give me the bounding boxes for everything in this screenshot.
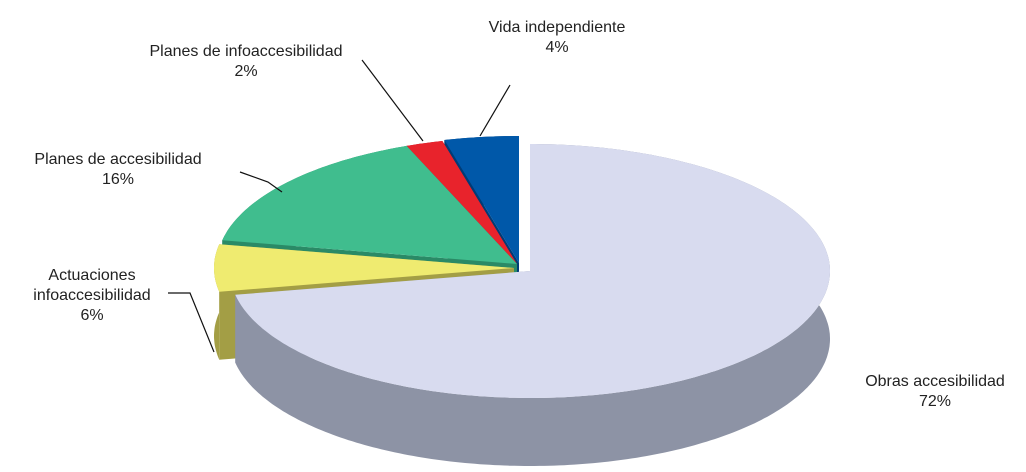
slice-label: Planes de infoaccesibilidad 2% — [106, 42, 386, 82]
value-label: 72% — [918, 393, 952, 410]
slice — [406, 141, 517, 264]
leader-line — [168, 292, 215, 353]
category-label: Actuaciones infoaccesibilidad — [33, 267, 151, 304]
slice-label: Actuaciones infoaccesibilidad 6% — [17, 266, 167, 326]
value-label: 2% — [234, 63, 258, 80]
value-label: 4% — [545, 39, 569, 56]
leader-line — [239, 171, 283, 193]
category-label: Vida independiente — [488, 19, 626, 36]
category-label: Planes de infoaccesibilidad — [149, 43, 343, 60]
category-label: Obras accesibilidad — [865, 373, 1005, 390]
slice — [235, 144, 831, 398]
slice — [222, 145, 518, 264]
slice — [214, 244, 514, 292]
leader-line — [361, 59, 424, 142]
slice-label: Planes de accesibilidad 16% — [0, 150, 248, 190]
value-label: 16% — [101, 171, 135, 188]
slice — [444, 136, 519, 263]
leader-line — [479, 84, 511, 137]
slice-label: Vida independiente 4% — [447, 18, 667, 58]
value-label: 6% — [80, 307, 104, 324]
slice-label: Obras accesibilidad 72% — [835, 372, 1026, 412]
category-label: Planes de accesibilidad — [34, 151, 202, 168]
